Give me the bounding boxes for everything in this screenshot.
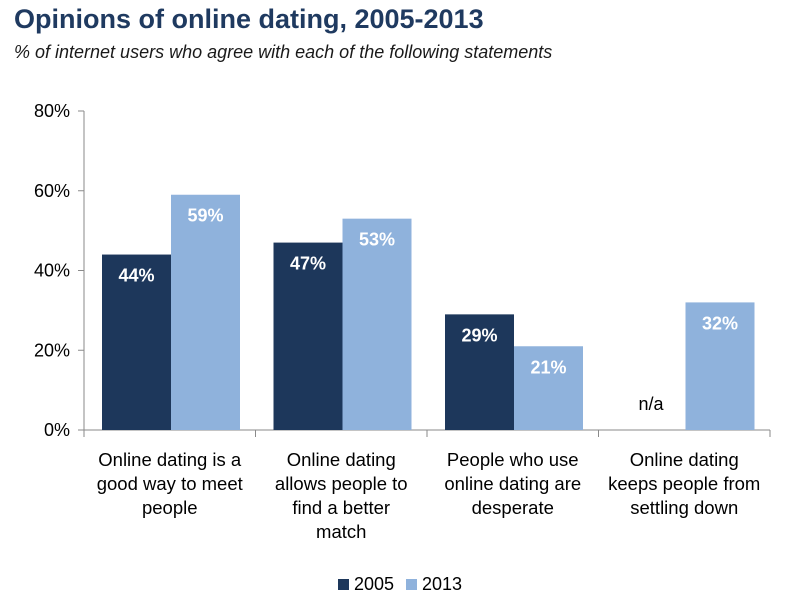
y-tick-label: 80%: [34, 101, 70, 121]
chart-subtitle: % of internet users who agree with each …: [14, 42, 553, 62]
category-label: Online dating allows people to find a bett…: [274, 449, 408, 542]
legend-label-2005: 2005: [353, 574, 394, 594]
data-label-2013: 21%: [530, 357, 566, 377]
y-tick-label: 20%: [34, 340, 70, 360]
data-label-2005: 44%: [118, 266, 154, 286]
legend: 2005 2013: [0, 574, 800, 595]
category-label: People who use online dating are desperate: [444, 449, 582, 518]
category-label: Online dating keeps people from settling d…: [608, 449, 761, 518]
bar-2013: [171, 194, 240, 430]
bar-2013: [342, 218, 412, 430]
data-label-2005: 29%: [461, 325, 497, 345]
legend-item-2013: 2013: [406, 574, 462, 595]
bar-2013: [514, 346, 583, 430]
data-label-2013: 59%: [187, 206, 223, 226]
y-tick-label: 0%: [44, 420, 70, 440]
bar-2005: [273, 242, 343, 430]
legend-label-2013: 2013: [422, 574, 463, 594]
legend-swatch-2013: [406, 579, 417, 590]
category-label: Online dating is a good way to meet people: [96, 449, 243, 518]
bar-2013: [685, 302, 755, 430]
data-label-2013: 32%: [702, 313, 738, 333]
bar-2005: [102, 254, 171, 430]
y-tick-label: 60%: [34, 181, 70, 201]
data-label-2005: n/a: [638, 394, 664, 414]
legend-swatch-2005: [337, 579, 349, 590]
bar-2005: [445, 314, 514, 430]
legend-item-2005: 2005: [337, 574, 394, 595]
data-label-2013: 53%: [359, 230, 395, 250]
y-tick-label: 40%: [34, 261, 70, 281]
chart-title: Opinions of online dating, 2005-2013: [14, 4, 484, 34]
data-label-2005: 47%: [290, 254, 326, 274]
